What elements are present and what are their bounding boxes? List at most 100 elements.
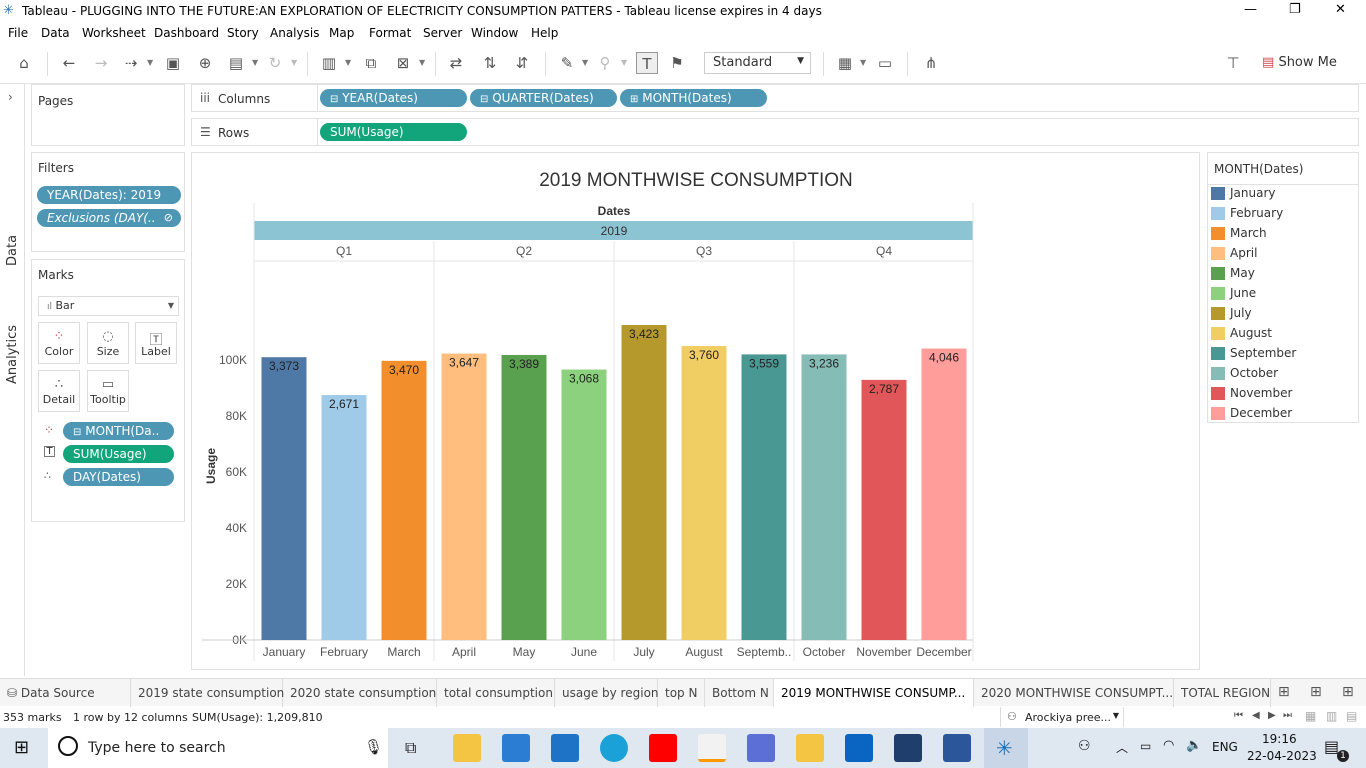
prev-sheet-icon[interactable]: ◀ — [1252, 710, 1260, 721]
tab-data-source[interactable]: ⛁ Data Source — [0, 679, 131, 707]
new-story-icon[interactable]: ⊞ — [1342, 684, 1354, 700]
cards-icon[interactable]: ▦ — [837, 54, 853, 72]
copilot-icon[interactable] — [747, 734, 775, 762]
store-icon[interactable] — [502, 734, 530, 762]
replay-icon[interactable]: ⇢ — [124, 54, 138, 72]
amazon-icon[interactable] — [698, 734, 726, 762]
swap-rows-columns-icon[interactable]: ⇄ — [449, 54, 463, 72]
filter-pill-year[interactable]: YEAR(Dates): 2019 — [37, 186, 181, 204]
menu-data[interactable]: Data — [41, 26, 70, 40]
youtube-icon[interactable] — [649, 734, 677, 762]
tableau-public-icon[interactable] — [894, 734, 922, 762]
tableau-active-app[interactable]: ✳ — [984, 728, 1028, 768]
save-icon[interactable]: ▣ — [165, 54, 181, 72]
menu-window[interactable]: Window — [471, 26, 519, 40]
tab-2019-monthwise[interactable]: 2019 MONTHWISE CONSUMP... — [774, 679, 974, 707]
undo-icon[interactable]: ← — [62, 54, 76, 72]
tab-2020-monthwise[interactable]: 2020 MONTHWISE CONSUMPT... — [974, 679, 1174, 707]
restore-icon[interactable]: ❐ — [1289, 2, 1301, 17]
edge-icon[interactable] — [600, 734, 628, 762]
marks-label-button[interactable]: 🅃 Label — [135, 322, 177, 364]
columns-pill-year[interactable]: ⊟ YEAR(Dates) — [320, 89, 467, 107]
expand-arrow-icon[interactable]: › — [8, 90, 13, 104]
tab-usage-by-region[interactable]: usage by region — [555, 679, 659, 707]
minimize-icon[interactable]: — — [1244, 2, 1257, 17]
notification-icon[interactable]: ▤ — [1324, 737, 1340, 756]
chevron-down-icon[interactable]: ▼ — [582, 58, 589, 67]
filmstrip-icon[interactable]: ▥ — [1326, 709, 1338, 723]
chevron-down-icon[interactable]: ▼ — [252, 58, 259, 67]
new-worksheet-icon[interactable]: ▥ — [321, 54, 337, 72]
sheet-sorter-icon[interactable]: ▦ — [1305, 709, 1317, 723]
volume-icon[interactable]: 🔈 — [1186, 738, 1203, 753]
mail-icon[interactable] — [551, 734, 579, 762]
filezilla-icon[interactable] — [796, 734, 824, 762]
chevron-down-icon[interactable]: ▼ — [345, 58, 352, 67]
pin-panel-icon[interactable]: ⊤ — [1226, 54, 1240, 72]
home-icon[interactable]: ⌂ — [19, 54, 29, 72]
pin-axes-icon[interactable]: ⚑ — [670, 54, 684, 72]
show-me-button[interactable]: ▤ Show Me — [1262, 52, 1337, 74]
language-indicator[interactable]: ENG — [1212, 740, 1238, 754]
chevron-down-icon[interactable]: ▼ — [860, 58, 867, 67]
sort-descending-icon[interactable]: ⇵ — [515, 54, 529, 72]
fit-dropdown[interactable]: Standard ▼ — [704, 52, 811, 74]
tabs-icon[interactable]: ▤ — [1346, 709, 1358, 723]
chevron-down-icon[interactable]: ▼ — [419, 58, 426, 67]
menu-server[interactable]: Server — [423, 26, 463, 40]
mark-type-dropdown[interactable]: ıl Bar ▼ — [38, 296, 179, 316]
clock-time[interactable]: 19:16 — [1262, 732, 1297, 746]
outlook-icon[interactable] — [845, 734, 873, 762]
close-icon[interactable]: ✕ — [1335, 2, 1346, 17]
marks-color-button[interactable]: ⁘ Color — [38, 322, 80, 364]
user-menu[interactable]: ⚇ Arockiya pree... ▼ — [1000, 707, 1124, 727]
share-icon[interactable]: ⋔ — [924, 54, 938, 72]
highlight-icon[interactable]: ✎ — [560, 54, 574, 72]
columns-pill-month[interactable]: ⊞ MONTH(Dates) — [620, 89, 767, 107]
clock-date[interactable]: 22-04-2023 — [1247, 749, 1317, 763]
marks-size-button[interactable]: ◌ Size — [87, 322, 129, 364]
marks-detail-button[interactable]: ∴ Detail — [38, 370, 80, 412]
tab-bottom-n[interactable]: Bottom N — [705, 679, 774, 707]
menu-format[interactable]: Format — [369, 26, 412, 40]
word-icon[interactable] — [943, 734, 971, 762]
filter-pill-exclusions[interactable]: Exclusions (DAY(.. ⊘ — [37, 209, 181, 227]
marks-pill-usage[interactable]: SUM(Usage) — [63, 445, 174, 463]
chevron-up-icon[interactable]: ︿ — [1116, 741, 1129, 755]
menu-help[interactable]: Help — [531, 26, 559, 40]
columns-pill-quarter[interactable]: ⊟ QUARTER(Dates) — [470, 89, 617, 107]
tab-data[interactable]: Data — [5, 234, 20, 266]
last-sheet-icon[interactable]: ⏭ — [1283, 710, 1292, 721]
show-mark-labels-icon[interactable]: T — [636, 52, 658, 74]
presentation-mode-icon[interactable]: ▭ — [877, 54, 893, 72]
windows-start-icon[interactable]: ⊞ — [14, 737, 30, 758]
menu-dashboard[interactable]: Dashboard — [154, 26, 220, 40]
rows-pill-usage[interactable]: SUM(Usage) — [320, 123, 467, 141]
tab-2019-state[interactable]: 2019 state consumption — [131, 679, 284, 707]
wifi-icon[interactable]: ◠ — [1163, 738, 1175, 753]
new-worksheet-icon[interactable]: ⊞ — [1278, 684, 1290, 700]
tab-total-consumption[interactable]: total consumption — [437, 679, 555, 707]
menu-analysis[interactable]: Analysis — [270, 26, 320, 40]
menu-story[interactable]: Story — [227, 26, 259, 40]
menu-file[interactable]: File — [8, 26, 29, 40]
taskbar-search[interactable]: Type here to search 🎙 — [48, 728, 388, 768]
marks-tooltip-button[interactable]: ▭ Tooltip — [87, 370, 129, 412]
refresh-icon[interactable]: ↻ — [268, 54, 282, 72]
pause-updates-icon[interactable]: ▤ — [228, 54, 244, 72]
marks-pill-day[interactable]: DAY(Dates) — [63, 468, 174, 486]
next-sheet-icon[interactable]: ▶ — [1268, 710, 1276, 721]
chevron-down-icon[interactable]: ▼ — [147, 58, 154, 67]
tab-top-n[interactable]: top N — [658, 679, 705, 707]
redo-icon[interactable]: → — [94, 54, 108, 72]
new-dashboard-icon[interactable]: ⊞ — [1310, 684, 1322, 700]
new-datasource-icon[interactable]: ⊕ — [198, 54, 212, 72]
task-view-icon[interactable]: ⧉ — [405, 738, 417, 757]
group-members-icon[interactable]: ⚲ — [599, 54, 611, 72]
file-explorer-icon[interactable] — [453, 734, 481, 762]
people-icon[interactable]: ⚇ — [1078, 738, 1091, 754]
sort-ascending-icon[interactable]: ⇅ — [483, 54, 497, 72]
menu-worksheet[interactable]: Worksheet — [82, 26, 146, 40]
duplicate-sheet-icon[interactable]: ⧉ — [365, 54, 377, 72]
tab-2020-state[interactable]: 2020 state consumption — [283, 679, 437, 707]
